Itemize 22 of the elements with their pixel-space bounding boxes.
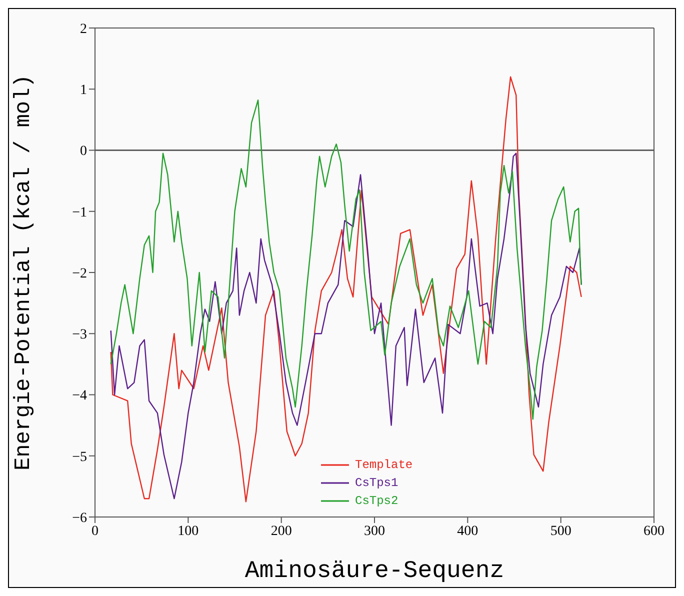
x-tick-label: 0 [92, 524, 98, 539]
y-tick-label: 1 [80, 83, 87, 98]
y-tick-label: −5 [72, 450, 87, 465]
y-tick-label: −2 [72, 266, 87, 282]
x-tick-label: 400 [457, 524, 478, 539]
x-tick-label: 200 [270, 524, 292, 539]
legend-label: Template [355, 457, 413, 474]
line-series [110, 100, 582, 420]
x-tick-label: 600 [644, 524, 664, 539]
y-tick-label: −3 [72, 328, 87, 343]
legend-label: CsTps1 [355, 475, 398, 492]
legend-label: CsTps2 [355, 493, 398, 510]
y-tick-label: −6 [72, 510, 87, 526]
y-tick-label: −4 [72, 388, 87, 404]
y-axis-title: Energie-Potential (kcal / mol) [10, 74, 36, 471]
x-tick-label: 300 [364, 524, 385, 539]
y-tick-label: 0 [80, 144, 87, 160]
y-tick-label: −1 [72, 205, 87, 220]
x-axis-title: Aminosäure-Sequenz [244, 558, 504, 585]
x-tick-label: 100 [178, 524, 199, 539]
x-tick-label: 500 [550, 524, 572, 539]
y-tick-label: 2 [80, 22, 87, 37]
